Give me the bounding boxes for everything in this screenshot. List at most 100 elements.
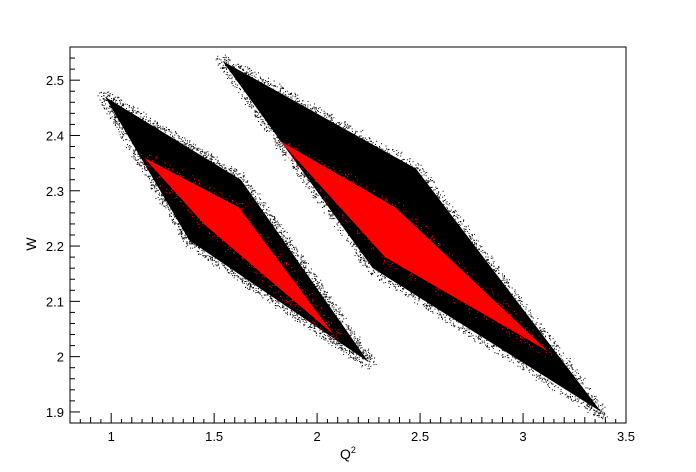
data-point — [520, 337, 522, 339]
data-point — [530, 315, 532, 317]
data-point — [151, 184, 153, 186]
data-point — [289, 237, 291, 239]
data-point — [245, 205, 247, 207]
data-point — [205, 153, 207, 155]
data-point — [190, 144, 192, 146]
data-point — [255, 112, 257, 113]
data-point — [314, 325, 316, 327]
data-point — [216, 161, 218, 163]
data-point — [173, 221, 175, 223]
data-point — [569, 393, 571, 395]
data-point — [281, 145, 283, 147]
data-point — [460, 221, 462, 223]
data-point — [269, 85, 271, 86]
data-point — [325, 295, 327, 297]
data-point — [340, 230, 341, 231]
data-point — [594, 414, 596, 415]
data-point — [334, 309, 336, 311]
data-point — [188, 242, 190, 244]
data-point — [351, 331, 353, 333]
data-point — [303, 265, 304, 267]
data-point — [346, 221, 348, 223]
data-point — [456, 320, 457, 322]
data-point — [477, 338, 479, 340]
data-point — [133, 150, 135, 152]
data-point — [360, 257, 361, 259]
data-point — [124, 130, 126, 132]
data-point — [113, 98, 115, 100]
data-point — [297, 254, 299, 256]
data-point — [192, 247, 194, 249]
data-point — [144, 169, 146, 171]
data-point — [273, 225, 275, 227]
data-point — [225, 64, 226, 66]
data-point — [277, 226, 279, 228]
data-point — [114, 115, 116, 117]
data-point — [446, 203, 448, 205]
data-point — [599, 412, 601, 414]
data-point — [539, 330, 541, 332]
data-point — [243, 174, 245, 176]
data-point — [236, 87, 238, 88]
data-point — [267, 293, 268, 295]
data-point — [210, 155, 212, 156]
data-point — [225, 167, 227, 169]
data-point — [394, 283, 396, 285]
data-point — [157, 190, 159, 191]
data-point — [178, 174, 180, 176]
data-point — [294, 96, 296, 98]
data-point — [555, 348, 557, 350]
data-point — [519, 299, 521, 301]
data-point — [326, 116, 328, 118]
data-point — [224, 245, 226, 247]
data-point — [255, 292, 257, 294]
data-point — [119, 134, 121, 136]
data-point — [300, 103, 302, 105]
data-point — [496, 352, 498, 354]
data-point — [222, 164, 224, 166]
data-point — [160, 198, 162, 200]
data-point — [250, 264, 252, 266]
data-point — [285, 237, 287, 239]
data-point — [487, 256, 489, 258]
data-point — [213, 162, 214, 163]
data-point — [260, 78, 262, 80]
data-point — [143, 161, 145, 163]
data-point — [203, 251, 205, 253]
data-point — [178, 135, 180, 137]
data-point — [205, 157, 207, 158]
data-point — [355, 130, 357, 132]
data-point — [502, 349, 504, 351]
data-point — [327, 197, 329, 199]
data-point — [262, 204, 264, 206]
data-point — [437, 294, 439, 296]
data-point — [268, 126, 270, 128]
data-point — [211, 257, 213, 259]
data-point — [384, 256, 386, 258]
data-point — [427, 181, 429, 183]
data-point — [291, 240, 293, 241]
data-point — [221, 68, 223, 70]
data-point — [183, 142, 185, 143]
data-point — [445, 202, 447, 204]
data-point — [200, 253, 202, 255]
data-point — [185, 246, 187, 248]
data-point — [474, 242, 476, 244]
data-point — [396, 268, 398, 269]
data-point — [241, 94, 243, 96]
data-point — [202, 223, 203, 225]
data-point — [397, 286, 399, 287]
data-point — [190, 242, 192, 244]
data-point — [560, 390, 562, 392]
data-point — [186, 241, 188, 243]
data-point — [317, 111, 319, 112]
data-point — [598, 416, 600, 418]
data-point — [289, 312, 291, 314]
data-point — [197, 148, 199, 150]
data-point — [336, 223, 338, 225]
data-point — [135, 159, 137, 161]
data-point — [300, 262, 301, 264]
data-point — [150, 117, 151, 119]
data-point — [575, 399, 576, 401]
data-point — [362, 137, 364, 139]
